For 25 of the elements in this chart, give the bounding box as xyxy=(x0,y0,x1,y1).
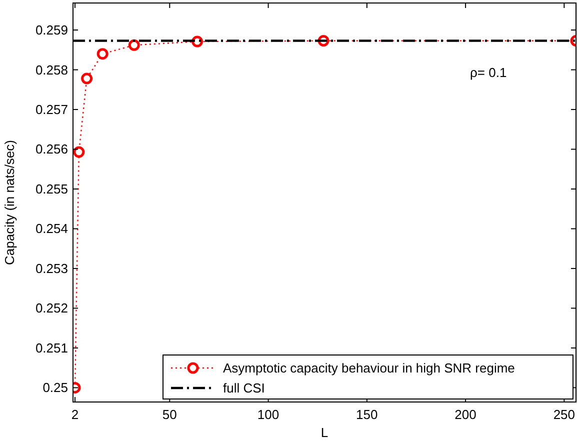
y-tick-label: 0.256 xyxy=(35,142,68,157)
y-tick-label: 0.255 xyxy=(35,181,68,196)
point xyxy=(73,146,85,158)
x-tick-label: 250 xyxy=(553,407,576,422)
x-tick-label: 2 xyxy=(71,407,79,422)
legend-label: Asymptotic capacity behaviour in high SNR regime xyxy=(223,360,515,376)
x-tick-label: 150 xyxy=(356,407,378,422)
x-axis-title: L xyxy=(320,425,328,440)
legend-label: full CSI xyxy=(223,380,265,396)
y-axis-title: Capacity (in nats/sec) xyxy=(2,140,17,265)
point xyxy=(128,39,140,51)
y-tick-label: 0.251 xyxy=(35,340,68,356)
y-tick-label: 0.259 xyxy=(35,22,68,38)
point xyxy=(96,48,108,60)
x-tick-label: 200 xyxy=(454,407,476,422)
point xyxy=(81,72,93,84)
y-tick-label: 0.252 xyxy=(35,300,68,316)
x-tick-label: 50 xyxy=(162,407,177,422)
y-tick-label: 0.25 xyxy=(42,380,68,396)
y-tick-label: 0.258 xyxy=(35,62,68,78)
x-tick-label: 100 xyxy=(257,407,280,422)
y-tick-label: 0.253 xyxy=(35,260,68,276)
y-tick-label: 0.254 xyxy=(35,221,68,236)
y-tick-label: 0.257 xyxy=(35,102,68,118)
annotation: ρ= 0.1 xyxy=(470,65,507,80)
